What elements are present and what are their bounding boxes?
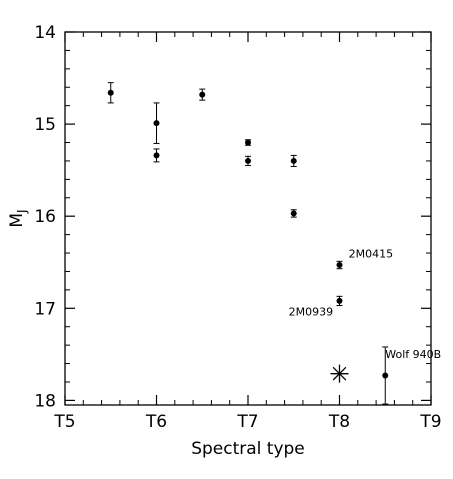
point-annotation: Wolf 940B <box>385 348 441 361</box>
x-tick-label: T7 <box>236 412 258 432</box>
x-tick-label: T8 <box>328 412 350 432</box>
data-point <box>153 152 160 159</box>
data-point <box>245 139 251 146</box>
labels-layer: T5 T6 T7 T8 T9 14 15 16 17 18 2M0415 2M0939 Wolf 940… <box>34 23 441 432</box>
data-point <box>290 210 297 217</box>
marks-layer <box>107 82 389 405</box>
data-point <box>290 157 297 164</box>
ticks-layer <box>64 31 432 405</box>
y-tick-label: 16 <box>34 207 56 227</box>
data-point <box>245 157 251 164</box>
star-marker <box>330 364 349 383</box>
point-annotation: 2M0415 <box>349 248 393 261</box>
star-marker-arm <box>332 366 347 381</box>
data-point <box>199 91 206 98</box>
x-tick-label: T5 <box>53 412 75 432</box>
x-tick-label: T6 <box>145 412 167 432</box>
data-point <box>336 297 343 304</box>
y-tick-label: 15 <box>34 115 56 135</box>
y-tick-label: 18 <box>34 391 56 411</box>
y-axis-title: MJ <box>7 209 29 227</box>
data-point <box>107 89 114 96</box>
data-point <box>153 120 160 127</box>
y-axis-title-sub: J <box>15 209 29 214</box>
y-tick-label: 17 <box>34 299 56 319</box>
point-annotation: 2M0939 <box>289 306 333 319</box>
y-tick-label: 14 <box>34 23 56 43</box>
data-point <box>382 372 389 379</box>
plot-frame <box>64 31 432 406</box>
y-axis-title-main: M <box>7 213 27 228</box>
x-tick-label: T9 <box>419 412 441 432</box>
x-axis-title: Spectral type <box>191 439 305 459</box>
data-point <box>336 262 343 269</box>
